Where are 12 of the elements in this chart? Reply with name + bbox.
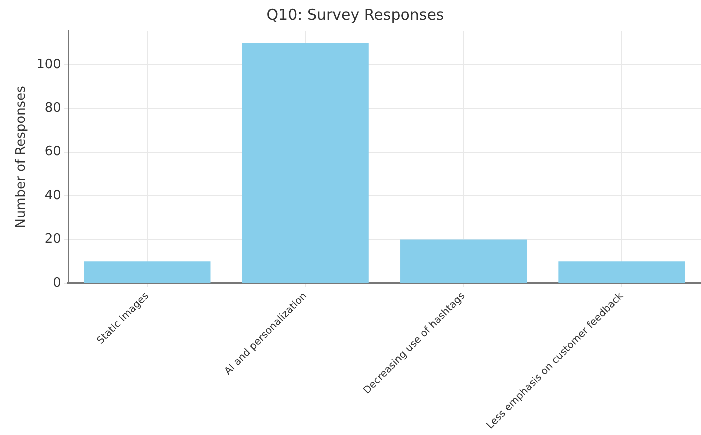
chart-title: Q10: Survey Responses (266, 6, 444, 24)
bar (400, 240, 528, 284)
y-tick-label: 20 (44, 232, 62, 248)
y-axis-title: Number of Responses (14, 86, 30, 228)
y-tick-label: 40 (44, 188, 62, 204)
y-tick-label: 60 (44, 144, 62, 160)
bar (558, 262, 686, 284)
bar (84, 262, 211, 284)
bar (242, 43, 369, 284)
y-tick-label: 0 (53, 276, 62, 291)
y-tick-label: 80 (44, 100, 62, 116)
y-tick-label: 100 (36, 57, 62, 72)
